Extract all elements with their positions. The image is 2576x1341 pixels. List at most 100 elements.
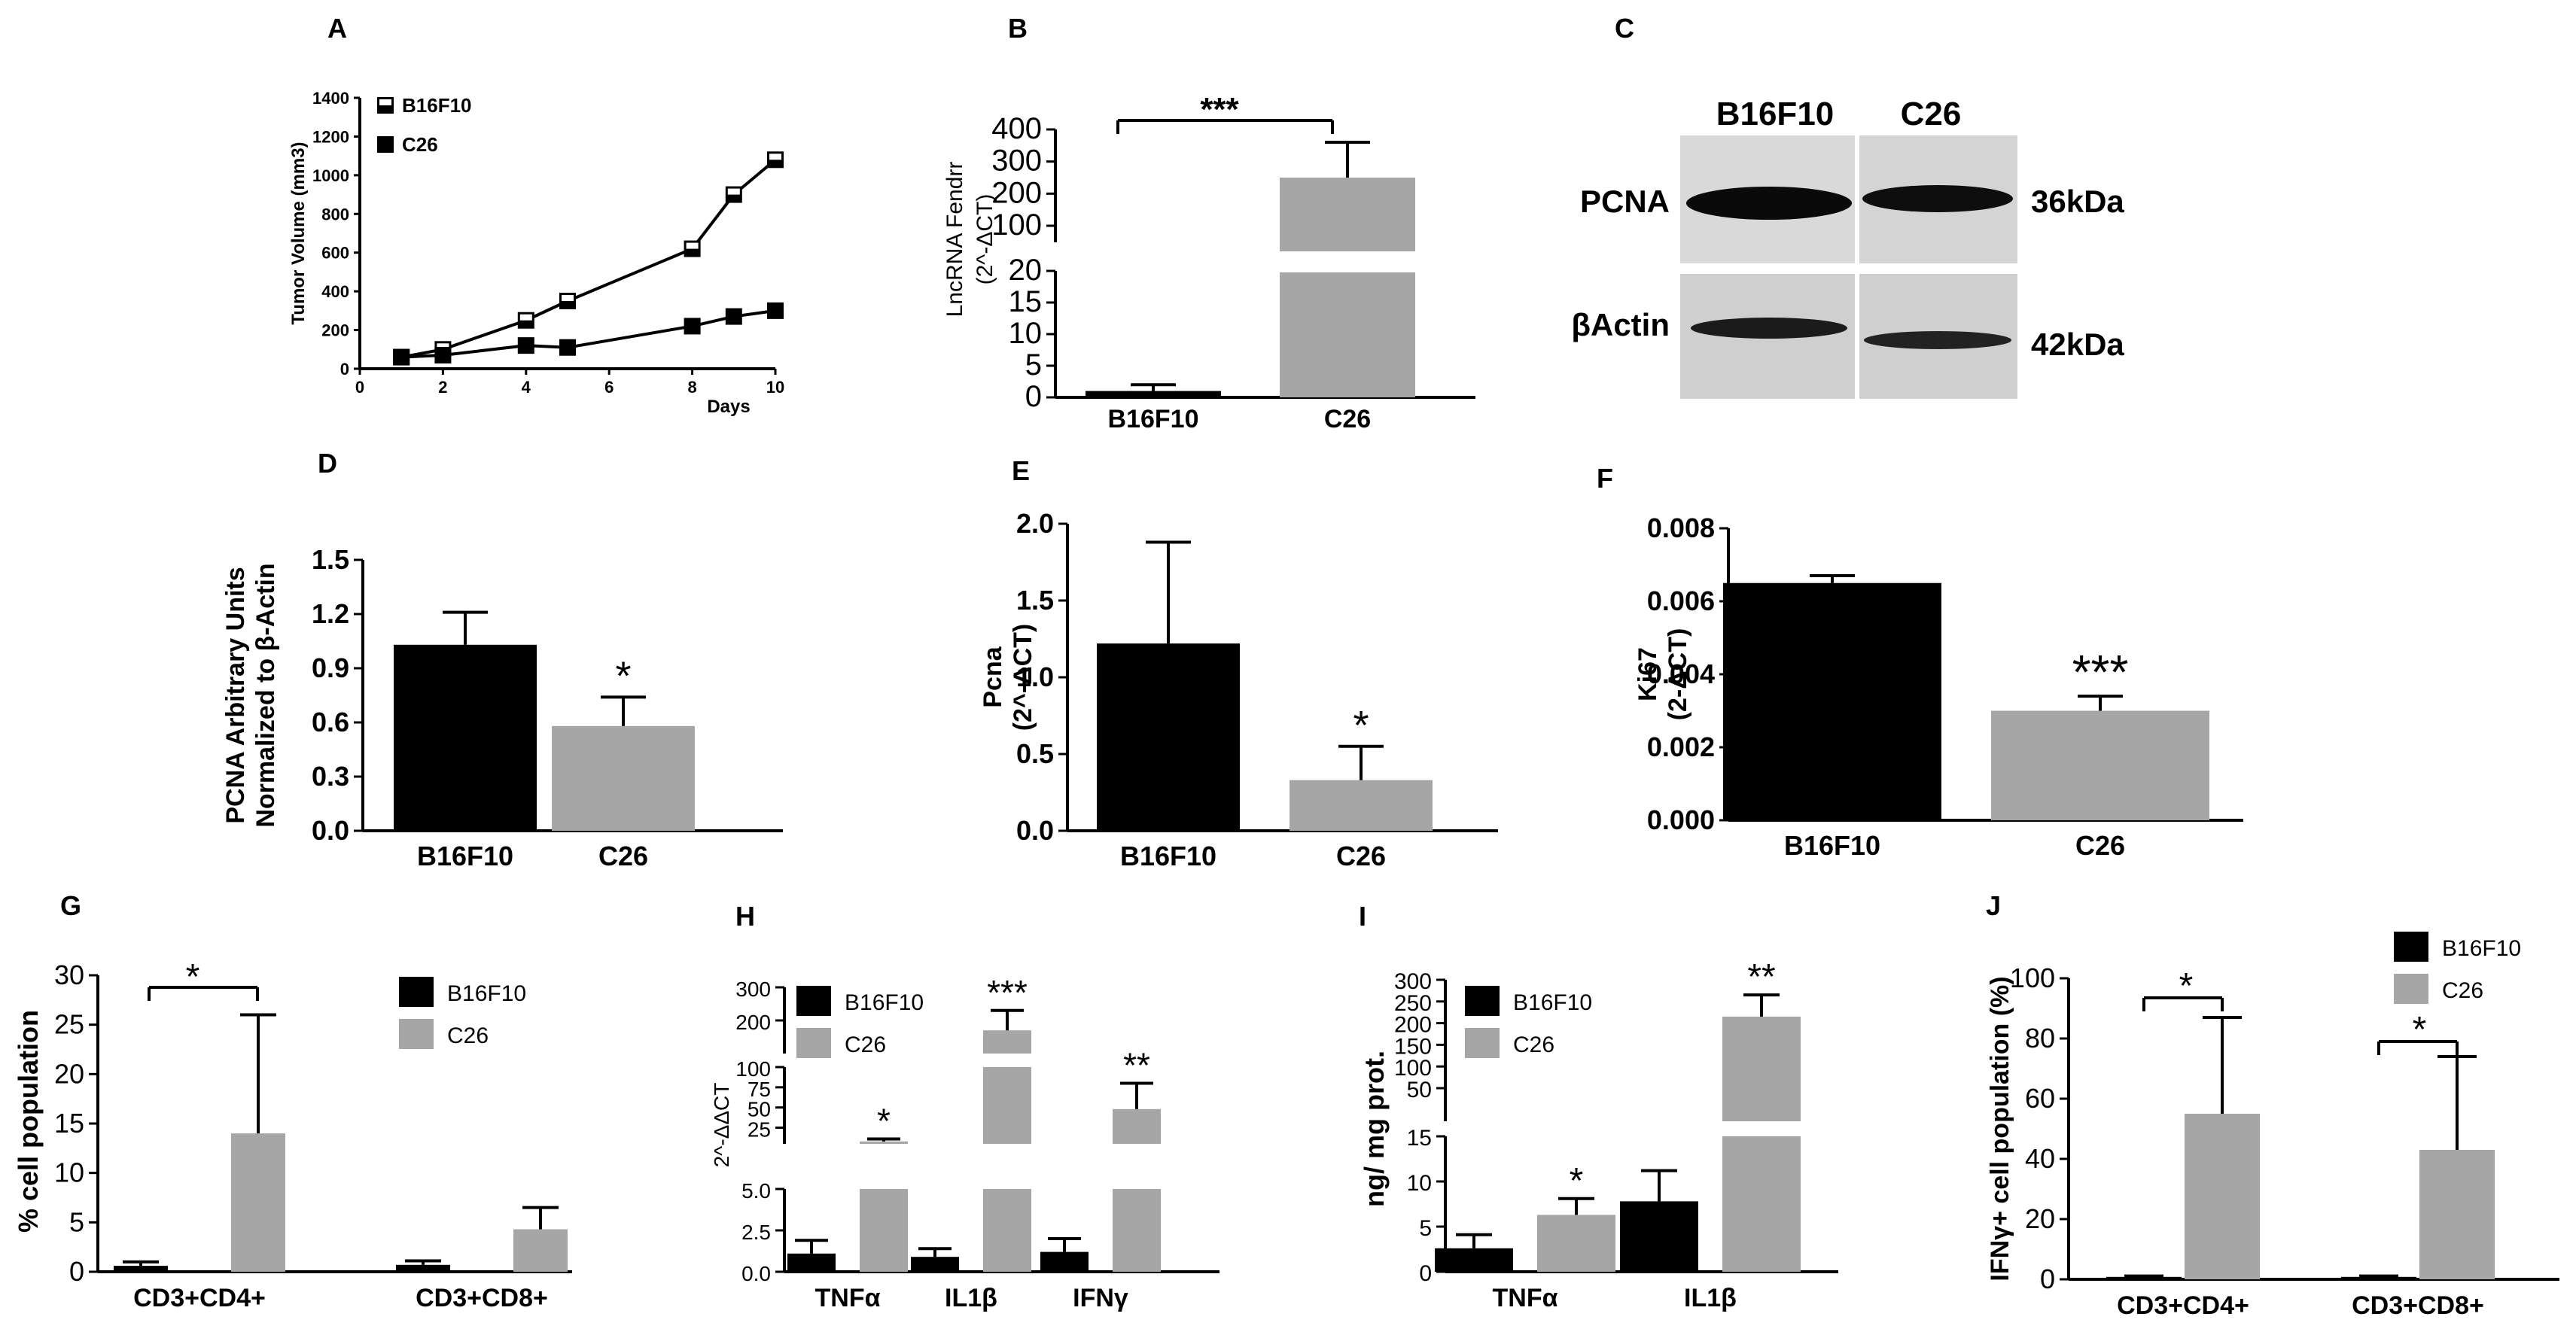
tick-label: 300 <box>991 144 1042 178</box>
data-point <box>559 339 576 356</box>
legend-label: C26 <box>2442 978 2483 1003</box>
category-label: IL1β <box>1684 1284 1737 1312</box>
tick-label: 600 <box>321 244 349 263</box>
bar-C26-IFNγ <box>1113 1108 1161 1272</box>
tick-label: 1200 <box>312 127 349 146</box>
panel-label-I: I <box>1359 901 1366 932</box>
tick-label: 2.0 <box>1016 508 1054 539</box>
panel-label-H: H <box>735 901 755 932</box>
bar-B16F10-CD3+CD4+ <box>114 1266 168 1272</box>
axis-label-y: (2^-ΔCT) <box>973 194 997 285</box>
significance-marker: * <box>1570 1161 1584 1201</box>
legend-swatch <box>399 1019 434 1049</box>
data-point-fill <box>727 188 740 195</box>
tick-label: 15 <box>54 1108 84 1139</box>
panel-label-B: B <box>1008 13 1028 44</box>
tick-label: 0 <box>340 360 349 379</box>
bar-C26 <box>552 725 695 831</box>
panel-label-A: A <box>327 13 347 44</box>
tick-label: 10 <box>766 378 784 397</box>
tick-label: 0 <box>355 378 364 397</box>
data-point <box>393 348 410 366</box>
data-point-fill <box>562 295 574 301</box>
tick-label: 200 <box>321 321 349 340</box>
category-label: C26 <box>1324 405 1371 433</box>
tick-label: 40 <box>2025 1143 2055 1174</box>
tick-label: 250 <box>1394 991 1432 1016</box>
category-label: B16F10 <box>1108 405 1199 433</box>
tick-label: 0.008 <box>1647 512 1715 543</box>
tick-label: 0.004 <box>1647 658 1715 689</box>
tick-label: 15 <box>1407 1126 1432 1151</box>
tick-label: 1.5 <box>1016 585 1054 616</box>
tick-label: 300 <box>735 978 771 1001</box>
significance-marker: * <box>877 1102 891 1141</box>
tick-label: 0.5 <box>1016 738 1054 769</box>
panel-label-J: J <box>1986 890 2001 921</box>
axis-label-y: (2^-ΔCT) <box>1009 624 1037 731</box>
tick-label: 0.006 <box>1647 585 1715 616</box>
blot-band <box>1864 331 2011 349</box>
bar-B16F10 <box>394 644 537 831</box>
tick-label: 1000 <box>312 166 349 185</box>
tick-label: 200 <box>991 176 1042 209</box>
bar-B16F10 <box>1097 643 1240 831</box>
tick-label: 5 <box>69 1206 84 1237</box>
bar-C26-IL1β <box>1722 1016 1801 1272</box>
category-label: CD3+CD4+ <box>2117 1291 2249 1320</box>
bar-B16F10 <box>1086 391 1221 397</box>
legend-label: C26 <box>845 1032 886 1057</box>
category-label: CD3+CD4+ <box>133 1284 266 1312</box>
axis-break-gap <box>858 1144 909 1189</box>
panel-label-E: E <box>1012 455 1030 486</box>
tick-label: 0.000 <box>1647 804 1715 835</box>
blot-protein-label: βActin <box>1571 307 1670 342</box>
tick-label: 25 <box>748 1118 771 1142</box>
tick-label: 20 <box>2025 1203 2055 1234</box>
significance-marker: *** <box>1200 91 1239 128</box>
category-label: B16F10 <box>1784 830 1880 861</box>
data-point <box>434 347 452 363</box>
tick-label: 0.002 <box>1647 731 1715 762</box>
tick-label: 60 <box>2025 1083 2055 1114</box>
blot-lane-label: B16F10 <box>1716 96 1835 132</box>
axis-break-gap <box>1721 1121 1802 1136</box>
tick-label: 100 <box>991 208 1042 242</box>
bar-B16F10-CD3+CD8+ <box>2341 1276 2416 1279</box>
axis-break-gap <box>1111 1144 1162 1189</box>
category-label: CD3+CD8+ <box>416 1284 548 1312</box>
tick-label: 75 <box>748 1078 771 1101</box>
data-point <box>767 302 784 319</box>
bar-B16F10-IL1β <box>911 1257 959 1272</box>
tick-label: 200 <box>1394 1013 1432 1038</box>
legend-swatch <box>796 1028 831 1058</box>
legend-label: C26 <box>402 133 438 156</box>
legend-swatch <box>1465 1028 1500 1058</box>
tick-label: 0.6 <box>312 707 349 737</box>
blot-size-label: 42kDa <box>2031 327 2124 362</box>
panel-label-F: F <box>1597 463 1613 494</box>
tick-label: 0.3 <box>312 761 349 792</box>
legend-swatch <box>2394 974 2428 1004</box>
category-label: IFNγ <box>1073 1284 1128 1312</box>
data-point-fill <box>437 343 449 350</box>
significance-marker: ** <box>1123 1045 1150 1084</box>
bar-B16F10-CD3+CD4+ <box>2106 1276 2182 1279</box>
axis-label-y: % cell population <box>13 1010 44 1233</box>
bar-B16F10-IFNγ <box>1040 1251 1089 1272</box>
tick-label: 150 <box>1394 1034 1432 1059</box>
axis-label-x: Days <box>707 397 750 417</box>
tick-label: 0 <box>69 1256 84 1287</box>
bar-B16F10 <box>1723 582 1941 820</box>
tick-label: 0.0 <box>312 815 349 846</box>
legend-label: B16F10 <box>402 94 472 117</box>
bar-C26-lower <box>1280 271 1415 397</box>
category-label: TNFα <box>815 1284 881 1312</box>
legend-swatch <box>2394 932 2428 962</box>
axis-label-y: Ki67 <box>1634 647 1662 701</box>
panel-label-C: C <box>1615 13 1634 44</box>
significance-marker: * <box>186 957 200 997</box>
panel-label-G: G <box>60 890 81 921</box>
axis-label-y: 2^-ΔΔCT <box>710 1083 733 1168</box>
